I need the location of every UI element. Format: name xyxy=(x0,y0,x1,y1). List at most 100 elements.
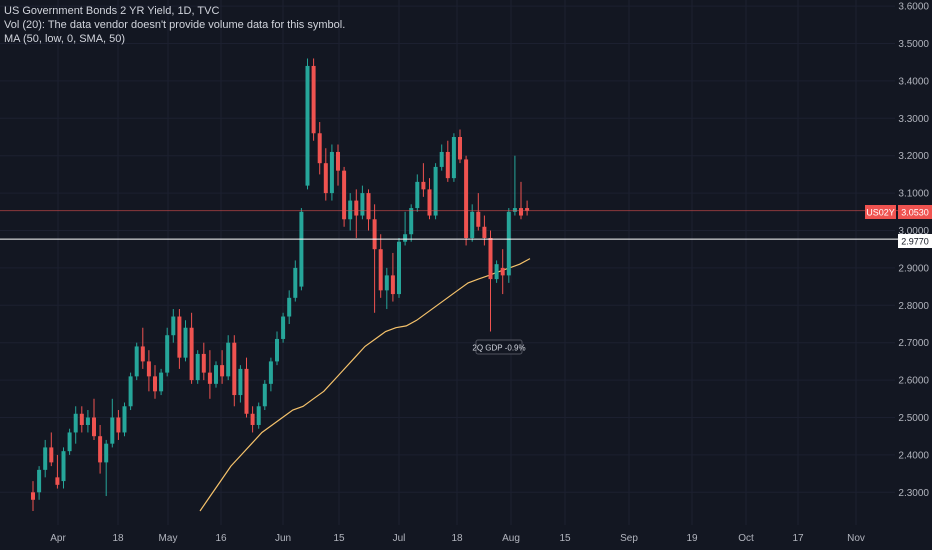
candle-body xyxy=(171,316,176,336)
candle-body xyxy=(281,316,286,339)
y-tick-label: 3.2000 xyxy=(898,151,929,162)
y-tick-label: 2.3000 xyxy=(898,488,929,499)
candle xyxy=(92,398,96,440)
candle xyxy=(79,406,84,433)
candle-body xyxy=(159,372,164,392)
candle xyxy=(427,178,432,220)
moving-average-line xyxy=(199,258,531,512)
candle xyxy=(500,249,505,295)
candle xyxy=(415,174,420,212)
candle xyxy=(519,181,523,220)
candle-body xyxy=(31,492,35,500)
candle-body xyxy=(506,211,511,276)
candle-body xyxy=(128,376,133,407)
candle xyxy=(177,309,182,369)
candle xyxy=(73,406,78,444)
candle xyxy=(378,234,383,298)
candle-body xyxy=(110,417,115,444)
candle-body xyxy=(311,65,316,134)
candle-body xyxy=(348,200,353,220)
y-tick-label: 3.4000 xyxy=(898,76,929,87)
x-tick-label: Aug xyxy=(502,533,520,544)
candle xyxy=(159,368,164,396)
candle-body xyxy=(214,365,218,384)
candle-body xyxy=(403,234,408,242)
candle-body xyxy=(458,137,462,160)
candle xyxy=(110,398,115,448)
candle xyxy=(55,454,60,489)
candle xyxy=(207,350,212,399)
candle-body xyxy=(37,469,42,493)
candle-body xyxy=(275,338,279,362)
x-tick-label: Jul xyxy=(393,533,406,544)
candle xyxy=(305,58,310,190)
symbol-title[interactable]: US Government Bonds 2 YR Yield, 1D, TVC xyxy=(4,5,220,17)
candle xyxy=(31,481,35,511)
ma-label[interactable]: MA (50, low, 0, SMA, 50) xyxy=(4,33,126,45)
candle xyxy=(317,122,322,175)
candle xyxy=(409,204,414,242)
candle-body xyxy=(67,432,72,452)
candle xyxy=(293,260,298,302)
candle xyxy=(214,361,218,388)
candle xyxy=(311,58,316,141)
x-tick-label: 17 xyxy=(792,533,804,544)
candle xyxy=(464,155,469,246)
candle xyxy=(281,312,286,343)
symbol-price-tag: US02Y 3.0530 xyxy=(865,205,932,219)
x-tick-label: 15 xyxy=(559,533,571,544)
candle xyxy=(384,267,389,310)
candle xyxy=(360,185,365,220)
moving-average-layer xyxy=(199,258,531,512)
last-price-tag-box xyxy=(898,205,932,219)
candle-body xyxy=(519,208,523,216)
candle xyxy=(165,327,170,377)
candle xyxy=(238,365,243,403)
candle-body xyxy=(262,383,267,407)
candle xyxy=(287,290,292,324)
candle xyxy=(476,193,481,231)
candle xyxy=(134,342,139,381)
candle-body xyxy=(226,342,231,377)
candle-body xyxy=(366,193,371,220)
x-axis[interactable]: Apr 18 May 16 Jun 15 Jul 18 Aug 15 Sep 19 Oct 17 Nov xyxy=(50,533,865,544)
candle-body xyxy=(494,264,499,280)
candle xyxy=(189,312,194,384)
symbol-tag-label: US02Y xyxy=(866,208,895,218)
candle-body xyxy=(378,249,383,291)
candle xyxy=(201,342,206,381)
grid xyxy=(0,0,895,525)
x-tick-label: 19 xyxy=(686,533,698,544)
candle-body xyxy=(445,151,450,179)
candle-body xyxy=(415,181,420,209)
candle-body xyxy=(293,267,298,298)
candle xyxy=(220,350,225,384)
candle-body xyxy=(73,413,78,433)
candle xyxy=(488,230,493,332)
candle-body xyxy=(305,65,310,186)
candle-body xyxy=(189,327,194,381)
symbol-tag-box xyxy=(865,205,896,219)
candle xyxy=(183,320,188,362)
y-tick-label: 3.1000 xyxy=(898,189,929,200)
candle-body xyxy=(287,297,292,317)
candle-body xyxy=(140,346,145,362)
candle-body xyxy=(232,342,237,396)
y-axis[interactable]: 3.6000 3.5000 3.4000 3.3000 3.2000 3.1000 3.00… xyxy=(898,2,929,499)
candle-body xyxy=(342,170,347,220)
candle xyxy=(421,163,426,197)
candle-body xyxy=(464,159,469,238)
candle xyxy=(37,466,42,500)
candle-body xyxy=(244,368,249,414)
y-tick-label: 3.5000 xyxy=(898,39,929,50)
gdp-annotation[interactable]: 2Q GDP -0.9% xyxy=(472,339,526,355)
candle-body xyxy=(482,226,487,238)
candle-body xyxy=(500,267,505,276)
y-tick-label: 2.5000 xyxy=(898,413,929,424)
horizontal-lines xyxy=(0,210,898,240)
candle xyxy=(525,200,530,216)
candle-body xyxy=(354,200,359,216)
candle-body xyxy=(433,166,438,216)
candle-body xyxy=(360,193,365,216)
